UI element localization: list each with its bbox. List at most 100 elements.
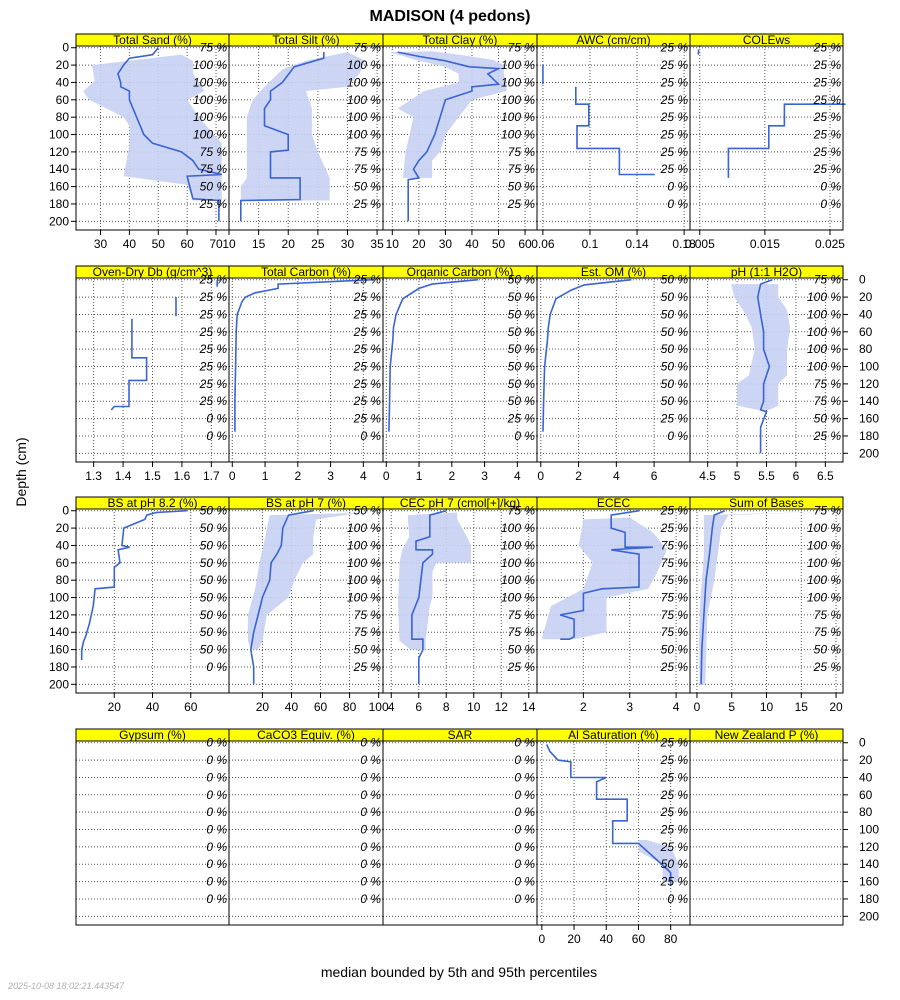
panel-total-carbon: Total Carbon (%)25 %25 %25 %25 %25 %25 %… [228, 265, 384, 483]
percent-label: 0 % [514, 753, 535, 767]
y-tick-label: 160 [859, 875, 879, 889]
median-line [240, 52, 325, 222]
percent-label: 0 % [206, 412, 227, 426]
percent-label: 75 % [814, 273, 842, 287]
x-tick-label: 0.1 [582, 237, 599, 251]
percent-label: 100 % [193, 58, 227, 72]
percent-label: 50 % [200, 180, 228, 194]
x-tick-label: 8 [443, 700, 450, 714]
x-tick-label: 20 [108, 700, 122, 714]
percent-label: 0 % [514, 805, 535, 819]
percent-label: 50 % [200, 608, 228, 622]
percent-label: 50 % [200, 556, 228, 570]
percent-label: 50 % [354, 643, 382, 657]
percent-label: 50 % [661, 377, 689, 391]
panel-strip-label: AWC (cm/cm) [576, 33, 650, 47]
percent-label: 100 % [501, 556, 535, 570]
percent-label: 25 % [813, 429, 842, 443]
percent-label: 0 % [360, 875, 381, 889]
percent-label: 50 % [661, 857, 689, 871]
y-tick-label: 20 [859, 290, 873, 304]
percent-label: 50 % [508, 360, 536, 374]
depth-axis: 0204060801001201401601802000204060801001… [49, 41, 879, 924]
x-tick-label: 3 [626, 700, 633, 714]
percent-label: 0 % [360, 857, 381, 871]
percent-label: 25 % [660, 110, 689, 124]
percent-label: 25 % [353, 412, 382, 426]
percent-label: 25 % [660, 162, 689, 176]
percent-label: 0 % [360, 805, 381, 819]
panel-total-sand: Total Sand (%) 75 % 100 % 100 % 100 % 100 % 10… [75, 33, 230, 251]
x-tick-label: 5.5 [758, 469, 775, 483]
x-tick-label: 20 [567, 932, 581, 946]
panel-gypsum: Gypsum (%) 0 % 0 % 0 % 0 % 0 % 0 % 0 % 0 % 0 % 0 % [75, 728, 230, 926]
panel-strip-label: SAR [448, 728, 473, 742]
percent-label: 25 % [813, 110, 842, 124]
panel-strip-label: ECEC [597, 496, 631, 510]
percent-label: 25 % [813, 58, 842, 72]
y-tick-label: 180 [49, 660, 69, 674]
y-tick-label: 140 [859, 394, 879, 408]
x-tick-label: 6 [415, 700, 422, 714]
x-axis-label: median bounded by 5th and 95th percentil… [321, 964, 597, 980]
panel-al-saturation: Al Saturation (%)25 %25 %25 %25 %25 %25 … [536, 728, 691, 946]
x-tick-label: 6 [651, 469, 658, 483]
percent-label: 0 % [360, 840, 381, 854]
percent-label: 0 % [514, 875, 535, 889]
y-tick-label: 60 [56, 556, 70, 570]
percent-label: 100 % [501, 573, 535, 587]
percent-label: 100 % [501, 521, 535, 535]
median-line [542, 65, 655, 176]
percent-label: 0 % [514, 736, 535, 750]
panel-ecec: ECEC 25 % 25 % 75 % 75 % 75 % 75 % 75 % 75 % 50 %… [536, 496, 691, 714]
y-tick-label: 80 [56, 573, 70, 587]
percent-label: 50 % [508, 394, 536, 408]
percent-label: 100 % [807, 521, 841, 535]
y-tick-label: 100 [49, 128, 69, 142]
panel-strip-label: Gypsum (%) [119, 728, 186, 742]
percent-label: 0 % [206, 753, 227, 767]
percent-label: 25 % [813, 41, 842, 55]
percent-label: 0 % [206, 805, 227, 819]
percent-label: 50 % [200, 504, 228, 518]
panel-strip-label: Total Sand (%) [113, 33, 192, 47]
y-tick-label: 200 [859, 909, 879, 923]
y-tick-label: 180 [859, 892, 879, 906]
percent-label: 0 % [206, 840, 227, 854]
percent-label: 50 % [508, 307, 536, 321]
percent-label: 50 % [661, 643, 689, 657]
x-tick-label: 6.5 [817, 469, 834, 483]
x-tick-label: 10 [467, 700, 481, 714]
percent-label: 100 % [501, 128, 535, 142]
percent-label: 0 % [360, 736, 381, 750]
panel-bs-at-ph-7: BS at pH 7 (%) 50 % 100 % 100 % 100 % 100 % 10… [228, 496, 389, 714]
x-tick-label: 14 [522, 700, 536, 714]
percent-label: 50 % [661, 290, 689, 304]
y-tick-label: 160 [49, 643, 69, 657]
percent-label: 0 % [667, 180, 688, 194]
x-tick-label: 1.7 [203, 469, 220, 483]
percent-label: 100 % [347, 58, 381, 72]
x-tick-label: 6 [793, 469, 800, 483]
percent-label: 25 % [199, 197, 228, 211]
percent-label: 0 % [514, 823, 535, 837]
panel-strip-label: CaCO3 Equiv. (%) [257, 728, 355, 742]
median-line [411, 509, 447, 685]
percent-label: 25 % [660, 840, 689, 854]
percent-label: 0 % [206, 788, 227, 802]
percent-label: 100 % [347, 110, 381, 124]
panel-caco3-equiv: CaCO3 Equiv. (%) 0 % 0 % 0 % 0 % 0 % 0 % 0 % 0 %… [228, 728, 384, 926]
percent-label: 75 % [200, 162, 228, 176]
percent-label: 75 % [508, 625, 536, 639]
percent-label: 75 % [661, 556, 689, 570]
percent-label: 0 % [514, 892, 535, 906]
median-line [234, 278, 374, 432]
percent-label: 0 % [206, 857, 227, 871]
panel-frame [689, 45, 844, 231]
percent-label: 25 % [660, 128, 689, 142]
percent-label: 100 % [501, 58, 535, 72]
panel-est-om: Est. OM (%) 50 % 50 % 50 % 50 % 50 % 50 % 50 % 5… [536, 265, 691, 483]
panel-strip-label: pH (1:1 H2O) [731, 265, 802, 279]
y-tick-label: 60 [56, 93, 70, 107]
percent-label: 25 % [199, 360, 228, 374]
